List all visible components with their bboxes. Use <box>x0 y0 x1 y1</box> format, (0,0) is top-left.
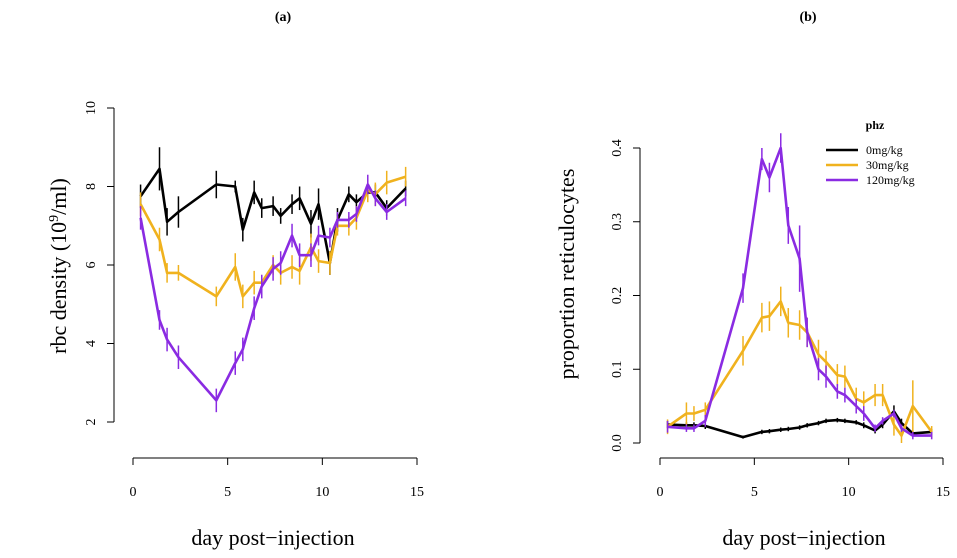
series-line-30mg <box>139 175 406 298</box>
x-tick-label: 0 <box>657 485 664 500</box>
series-120mg <box>666 133 933 440</box>
legend: phz 0mg/kg 30mg/kg 120mg/kg <box>826 118 915 187</box>
panel-b-x-axis-label: day post−injection <box>722 525 885 550</box>
panel-a-y-axis: 2 4 6 8 10 <box>84 101 115 426</box>
y-tick-label: 4 <box>84 340 99 347</box>
panel-a-plot-area <box>139 147 407 413</box>
y-tick-label: 0.3 <box>610 213 625 231</box>
series-line-0mg <box>667 409 932 439</box>
y-tick-label: 8 <box>84 183 99 190</box>
y-label-superscript: 9 <box>47 215 62 222</box>
x-tick-label: 5 <box>751 485 758 500</box>
x-tick-label: 0 <box>130 485 137 500</box>
panel-b-y-axis: 0.0 0.1 0.2 0.3 0.4 <box>610 139 641 452</box>
y-tick-label: 0.2 <box>610 287 625 305</box>
panel-a-x-axis-label: day post−injection <box>191 525 354 550</box>
y-tick-label: 10 <box>84 101 99 115</box>
y-tick-label: 0.0 <box>610 434 625 452</box>
legend-label-0mg: 0mg/kg <box>866 143 903 157</box>
series-line-30mg <box>666 300 933 437</box>
panel-a-rbc-density: (a) 0 5 10 15 2 4 6 8 10 day post−injection rbc… <box>46 10 424 550</box>
legend-entry-0mg: 0mg/kg <box>826 143 903 157</box>
x-tick-label: 5 <box>224 485 231 500</box>
series-30mg <box>666 286 933 443</box>
legend-title: phz <box>866 118 885 132</box>
panel-a-label: (a) <box>275 10 292 25</box>
series-line-120mg <box>667 146 932 437</box>
panel-b-reticulocytes: (b) 0 5 10 15 0.0 0.1 0.2 0.3 0.4 day post−inje… <box>554 10 950 550</box>
series-line-0mg <box>139 167 407 265</box>
y-tick-label: 2 <box>84 419 99 426</box>
legend-label-120mg: 120mg/kg <box>866 173 915 187</box>
panel-b-label: (b) <box>799 10 816 25</box>
panel-b-y-axis-label: proportion reticulocytes <box>554 169 579 380</box>
y-tick-label: 0.4 <box>610 139 625 157</box>
y-tick-label: 6 <box>84 262 99 269</box>
series-line-120mg <box>139 183 407 402</box>
x-tick-label: 15 <box>936 485 950 500</box>
legend-entry-30mg: 30mg/kg <box>826 158 909 172</box>
panel-a-x-axis: 0 5 10 15 <box>130 457 424 500</box>
x-tick-label: 10 <box>842 485 856 500</box>
series-120mg <box>139 174 407 413</box>
x-tick-label: 10 <box>315 485 329 500</box>
legend-label-30mg: 30mg/kg <box>866 158 909 172</box>
legend-entry-120mg: 120mg/kg <box>826 173 915 187</box>
panel-b-plot-area <box>666 133 933 443</box>
x-tick-label: 15 <box>410 485 424 500</box>
panel-a-y-axis-label: rbc density (109/ml) <box>46 178 71 354</box>
y-label-main: rbc density (10 <box>46 222 71 354</box>
series-30mg <box>139 166 407 309</box>
y-label-end: /ml) <box>46 178 71 215</box>
panel-b-x-axis: 0 5 10 15 <box>657 457 950 500</box>
y-tick-label: 0.1 <box>610 361 625 379</box>
